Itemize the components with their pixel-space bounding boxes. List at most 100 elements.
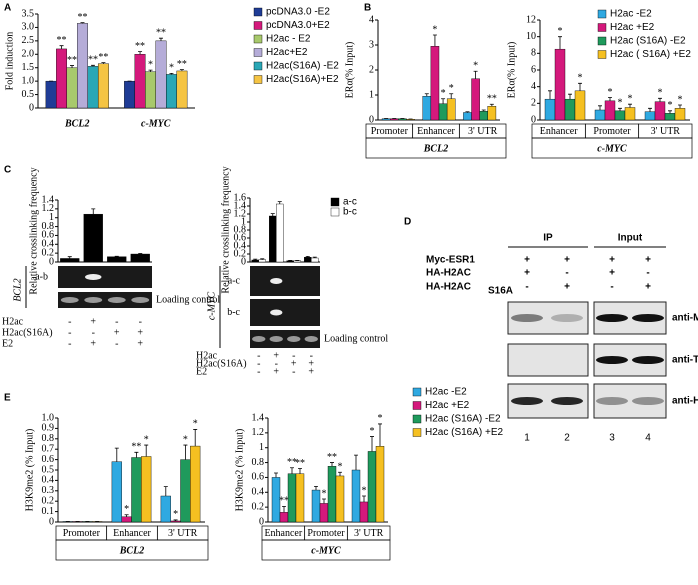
- x-tick-label: 3' UTR: [651, 126, 681, 137]
- error-bar: [330, 462, 334, 467]
- bar: [166, 74, 177, 109]
- legend-swatch: [597, 36, 607, 46]
- bar: [446, 98, 456, 121]
- blot-band: [632, 356, 664, 364]
- gel-band-label: a-b: [35, 271, 48, 282]
- legend-swatch: [412, 401, 422, 410]
- gel-band: [60, 297, 79, 303]
- group-label: c-MYC: [597, 143, 627, 154]
- blot-sign: +: [524, 255, 530, 266]
- bar: [335, 475, 345, 523]
- gel-band: [287, 336, 301, 342]
- significance: *: [173, 509, 178, 520]
- x-tick-label: Enhancer: [540, 126, 578, 137]
- significance: **: [77, 12, 87, 23]
- blot-sign: +: [609, 268, 615, 279]
- condition-label: H2ac: [196, 350, 218, 361]
- group-label: c-MYC: [311, 545, 341, 556]
- error-bar: [290, 467, 294, 474]
- significance: *: [608, 87, 613, 98]
- bar: [574, 90, 586, 121]
- error-bar: [489, 103, 494, 107]
- bar: [251, 259, 259, 263]
- y-tick-label: 0.6: [42, 454, 55, 465]
- condition-sign: -: [68, 327, 71, 338]
- legend-label: H2ac -E2: [610, 9, 652, 20]
- blot-strip: [507, 343, 589, 377]
- panel-label: D: [404, 217, 411, 228]
- significance: *: [578, 73, 583, 84]
- y-tick-label: 6: [531, 64, 536, 75]
- error-bar: [138, 51, 143, 55]
- y-tick-label: 0.3: [42, 485, 55, 496]
- y-tick-label: 1: [369, 89, 374, 100]
- condition-label: H2ac(S16A): [196, 358, 247, 369]
- error-bar: [169, 72, 174, 75]
- x-tick-label: Enhancer: [417, 126, 455, 137]
- blot-sign: +: [564, 255, 570, 266]
- bar: [155, 40, 167, 109]
- gel-band: [270, 309, 283, 316]
- error-bar: [124, 514, 129, 517]
- blot-row-label: HA-H2AC: [426, 282, 471, 293]
- error-bar: [70, 65, 75, 68]
- blot-band: [511, 397, 543, 405]
- error-bar: [80, 22, 85, 24]
- significance: *: [370, 426, 375, 437]
- significance: *: [558, 26, 563, 37]
- lane-number: 3: [609, 433, 615, 444]
- blot-sign: -: [565, 268, 568, 279]
- error-bar: [114, 447, 119, 462]
- bar: [319, 503, 329, 523]
- group-box: [261, 539, 391, 561]
- blot-sign: -: [646, 268, 649, 279]
- legend-swatch: [330, 197, 340, 207]
- condition-sign: +: [308, 358, 314, 369]
- y-tick-label: 1: [241, 216, 246, 227]
- blot-row-label: HA-H2AC: [426, 268, 471, 279]
- y-tick-label: 0: [49, 516, 54, 527]
- bar: [190, 445, 201, 523]
- y-tick-label: 1.4: [252, 412, 265, 423]
- bar: [375, 446, 385, 523]
- blot-band: [596, 397, 628, 405]
- lane-number: 1: [524, 433, 530, 444]
- legend-label: H2ac -E2: [425, 387, 467, 398]
- antibody-label: anti-HA: [672, 396, 698, 407]
- error-bar: [67, 256, 72, 259]
- condition-sign: -: [139, 316, 142, 327]
- panel-label: A: [4, 3, 11, 14]
- error-bar: [144, 444, 149, 457]
- legend-label: b-c: [343, 207, 357, 218]
- x-tick-label: Promoter: [593, 126, 631, 137]
- legend-swatch: [253, 34, 263, 44]
- legend-label: H2ac +E2: [610, 22, 655, 33]
- y-tick-label: 0.8: [234, 224, 247, 235]
- bar: [286, 260, 294, 263]
- condition-sign: +: [137, 327, 143, 338]
- x-tick-label: 3' UTR: [168, 528, 198, 539]
- bar: [45, 80, 57, 109]
- bar: [544, 98, 556, 121]
- x-tick-label: Promoter: [371, 126, 409, 137]
- y-tick-label: 2: [369, 64, 374, 75]
- blot-row-label: Myc-ESR1: [426, 255, 475, 266]
- error-bar: [59, 45, 64, 49]
- error-bar: [298, 468, 302, 474]
- condition-label: E2: [2, 338, 13, 349]
- blot-header: Input: [618, 233, 643, 244]
- y-tick-label: 0: [369, 114, 374, 125]
- legend-label: H2ac(S16A)+E2: [266, 74, 339, 85]
- error-bar: [270, 213, 275, 216]
- error-bar: [465, 111, 470, 113]
- bar: [141, 456, 152, 523]
- blot-sign: -: [525, 282, 528, 293]
- gel-band: [304, 336, 318, 342]
- y-tick-label: 2.5: [22, 35, 35, 46]
- significance: *: [441, 88, 446, 99]
- bar: [134, 54, 146, 109]
- y-tick-label: 0.9: [42, 423, 55, 434]
- bar: [430, 46, 440, 121]
- blot-band: [551, 397, 583, 405]
